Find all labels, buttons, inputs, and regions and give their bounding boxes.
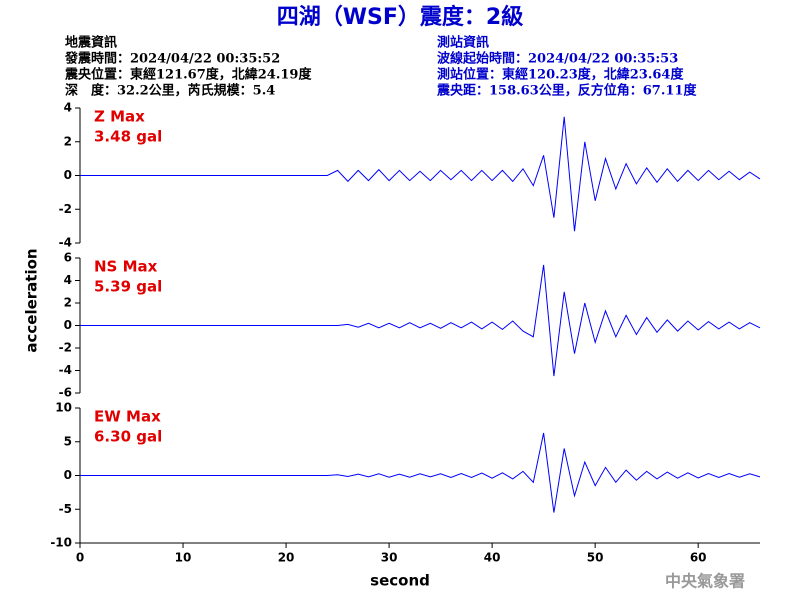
x-tick-label: 30 bbox=[381, 551, 398, 565]
y-tick-label: -2 bbox=[59, 341, 72, 355]
y-tick-label: 0 bbox=[64, 168, 72, 182]
title: 四湖（WSF）震度：2級 bbox=[277, 4, 523, 30]
info-line: 波線起始時間：2024/04/22 00:35:53 bbox=[437, 51, 678, 67]
x-tick-label: 10 bbox=[175, 551, 192, 565]
info-line: 震央距：158.63公里，反方位角：67.11度 bbox=[436, 83, 697, 99]
y-tick-label: -2 bbox=[59, 202, 72, 216]
x-tick-label: 20 bbox=[278, 551, 295, 565]
y-tick-label: 6 bbox=[64, 251, 72, 265]
x-tick-label: 60 bbox=[690, 551, 707, 565]
y-tick-label: 2 bbox=[64, 134, 72, 148]
max-label: 3.48 gal bbox=[94, 128, 162, 146]
y-tick-label: -4 bbox=[59, 236, 72, 250]
waveform bbox=[80, 264, 761, 377]
panel-title: Z Max bbox=[94, 108, 145, 126]
max-label: 6.30 gal bbox=[94, 428, 162, 446]
info-line: 測站位置：東經120.23度，北緯23.64度 bbox=[437, 67, 684, 83]
info-line: 深 度：32.2公里，芮氏規模：5.4 bbox=[65, 83, 275, 99]
y-tick-label: -6 bbox=[59, 386, 72, 400]
y-axis-label: acceleration bbox=[23, 248, 41, 352]
max-label: 5.39 gal bbox=[94, 278, 162, 296]
y-tick-label: 2 bbox=[64, 296, 72, 310]
y-tick-label: 0 bbox=[64, 468, 72, 482]
y-tick-label: 5 bbox=[64, 434, 72, 448]
info-line: 地震資訊 bbox=[65, 35, 117, 51]
info-line: 測站資訊 bbox=[437, 35, 489, 51]
y-tick-label: 10 bbox=[55, 401, 72, 415]
x-tick-label: 0 bbox=[76, 551, 84, 565]
panel-title: NS Max bbox=[94, 258, 158, 276]
y-tick-label: 4 bbox=[64, 273, 72, 287]
y-tick-label: -4 bbox=[59, 363, 72, 377]
y-tick-label: 0 bbox=[64, 318, 72, 332]
y-tick-label: 4 bbox=[64, 101, 72, 115]
y-tick-label: -10 bbox=[50, 536, 72, 550]
x-tick-label: 40 bbox=[484, 551, 501, 565]
info-line: 震央位置：東經121.67度，北緯24.19度 bbox=[64, 67, 312, 83]
waveform bbox=[80, 116, 761, 232]
agency: 中央氣象署 bbox=[665, 572, 745, 591]
info-line: 發震時間：2024/04/22 00:35:52 bbox=[64, 51, 280, 67]
panel-title: EW Max bbox=[94, 408, 161, 426]
y-tick-label: -5 bbox=[59, 502, 72, 516]
x-axis-label: second bbox=[370, 572, 430, 590]
x-tick-label: 50 bbox=[587, 551, 604, 565]
waveform bbox=[80, 432, 761, 513]
